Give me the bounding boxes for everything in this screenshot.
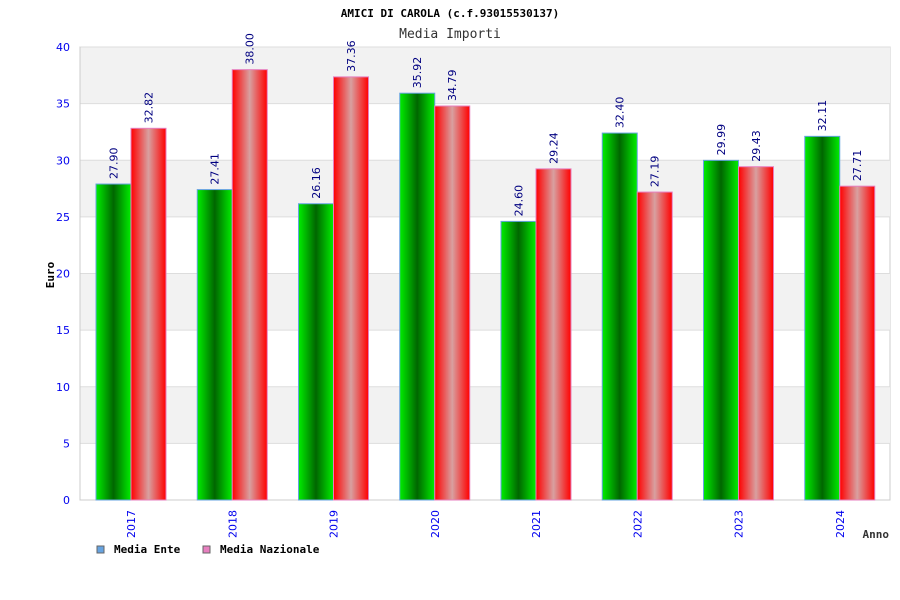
x-tick-label: 2017 <box>125 510 138 538</box>
grid-band <box>80 47 890 104</box>
data-label: 24.60 <box>513 185 526 217</box>
x-axis-label: Anno <box>863 528 890 541</box>
bar-media-nazionale-2022 <box>636 191 673 501</box>
data-label: 27.19 <box>649 156 662 188</box>
x-tick-label: 2022 <box>631 510 644 538</box>
bar-media-ente-2019 <box>298 203 334 501</box>
bar-media-ente-2017 <box>95 183 132 501</box>
data-label: 38.00 <box>244 33 257 65</box>
data-label: 27.41 <box>209 153 222 185</box>
data-label: 32.11 <box>816 100 829 132</box>
bar-media-nazionale-2023 <box>738 166 774 501</box>
data-label: 27.71 <box>851 150 864 182</box>
y-axis-label: Euro <box>44 261 57 288</box>
y-tick-label: 20 <box>56 268 70 281</box>
legend-swatch-media-nazionale <box>202 545 211 554</box>
y-tick-label: 30 <box>56 154 70 167</box>
bar-media-ente-2022 <box>601 132 638 501</box>
data-label: 26.16 <box>310 167 323 199</box>
bar-media-ente-2018 <box>196 189 233 501</box>
data-label: 29.43 <box>750 130 763 162</box>
bar-media-nazionale-2020 <box>434 105 471 501</box>
legend-swatch-media-ente <box>96 545 105 554</box>
y-tick-label: 5 <box>63 437 70 450</box>
data-label: 32.40 <box>614 97 627 129</box>
bar-media-ente-2021 <box>500 220 537 501</box>
bar-media-nazionale-2018 <box>231 69 268 501</box>
legend: Media Ente Media Nazionale <box>96 543 320 556</box>
chart-title: AMICI DI CAROLA (c.f.93015530137) <box>341 7 560 20</box>
bar-media-nazionale-2019 <box>333 76 369 501</box>
data-label: 37.36 <box>345 40 358 72</box>
y-tick-label: 10 <box>56 381 70 394</box>
y-tick-label: 25 <box>56 211 70 224</box>
bar-media-nazionale-2021 <box>535 168 572 501</box>
data-label: 27.90 <box>108 148 121 180</box>
y-tick-label: 0 <box>63 494 70 507</box>
bar-media-ente-2023 <box>703 159 739 501</box>
y-tick-label: 35 <box>56 98 70 111</box>
x-tick-label: 2020 <box>429 510 442 538</box>
y-tick-label: 40 <box>56 41 70 54</box>
bar-media-ente-2024 <box>804 135 841 501</box>
legend-label-media-ente: Media Ente <box>114 543 181 556</box>
legend-label-media-nazionale: Media Nazionale <box>220 543 320 556</box>
data-label: 29.24 <box>548 132 561 164</box>
data-label: 32.82 <box>143 92 156 124</box>
x-tick-label: 2024 <box>834 510 847 538</box>
data-label: 29.99 <box>715 124 728 156</box>
chart-subtitle: Media Importi <box>399 27 501 42</box>
x-tick-label: 2019 <box>328 510 341 538</box>
x-tick-label: 2021 <box>530 510 543 538</box>
data-label: 35.92 <box>411 57 424 89</box>
bar-media-ente-2020 <box>399 92 436 501</box>
x-tick-label: 2018 <box>226 510 239 538</box>
y-tick-label: 15 <box>56 324 70 337</box>
data-label: 34.79 <box>446 70 459 102</box>
bar-media-nazionale-2017 <box>130 127 167 501</box>
x-tick-label: 2023 <box>733 510 746 538</box>
bar-media-nazionale-2024 <box>839 185 876 501</box>
